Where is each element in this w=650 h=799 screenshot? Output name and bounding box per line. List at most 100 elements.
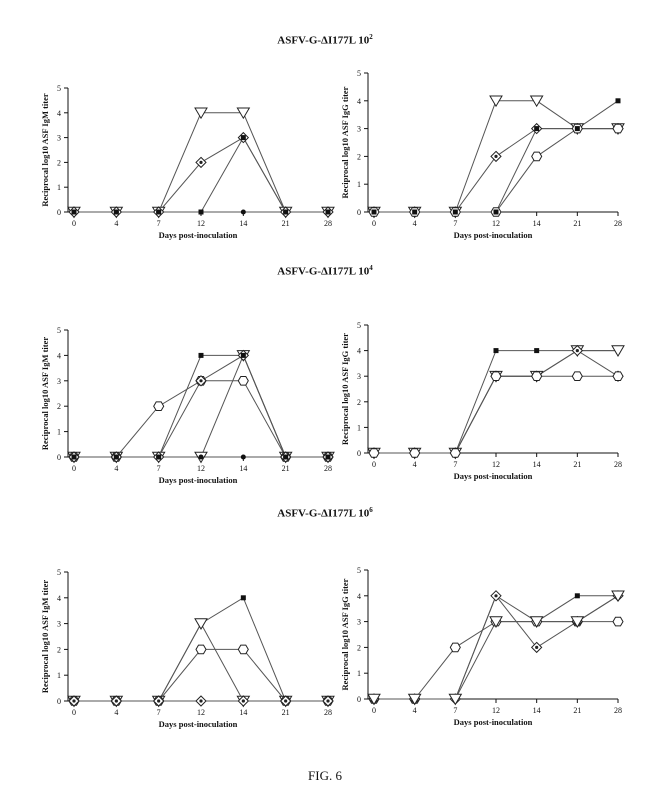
y-tick-label: 5: [57, 568, 61, 577]
data-point-diamond-center: [575, 349, 579, 353]
series-line-hexagon: [374, 621, 618, 700]
y-tick-label: 5: [357, 69, 361, 78]
group-title-2-text: ASFV-G-ΔI177L 10: [277, 265, 370, 278]
y-tick-label: 4: [57, 351, 61, 360]
data-point-square: [198, 352, 204, 358]
series-line-square: [74, 136, 328, 213]
data-point-square: [574, 126, 580, 132]
y-tick-label: 2: [357, 152, 361, 161]
data-point-diamond-center: [494, 594, 498, 598]
y-tick-label: 1: [357, 180, 361, 189]
y-tick-label: 3: [57, 620, 61, 629]
y-axis-label: Reciprocal log10 ASF IgM titer: [40, 337, 50, 451]
x-tick-label: 7: [453, 219, 457, 228]
y-tick-label: 0: [57, 208, 61, 217]
x-axis-label: Days post-inoculation: [454, 230, 533, 240]
x-axis-label: Days post-inoculation: [159, 719, 238, 729]
x-tick-label: 21: [282, 219, 290, 228]
x-tick-label: 14: [533, 219, 541, 228]
data-point-square: [240, 595, 246, 601]
data-point-square: [452, 209, 458, 215]
y-tick-label: 1: [357, 423, 361, 432]
data-point-circle: [240, 209, 246, 215]
data-point-hexagon: [409, 448, 421, 458]
y-tick-label: 2: [357, 398, 361, 407]
x-tick-label: 21: [282, 708, 290, 717]
x-tick-label: 14: [239, 708, 247, 717]
x-tick-label: 28: [324, 464, 332, 473]
series-line-diamond: [374, 350, 619, 454]
y-tick-label: 5: [57, 84, 61, 93]
data-point-square: [574, 593, 580, 599]
x-tick-label: 28: [324, 219, 332, 228]
data-point-circle: [325, 454, 331, 460]
data-point-triangle: [611, 345, 625, 357]
y-tick-label: 3: [357, 372, 361, 381]
data-point-hexagon: [612, 371, 624, 381]
series-line-square: [374, 595, 618, 700]
data-point-diamond-center: [494, 154, 498, 158]
series-line-square: [374, 350, 618, 454]
x-axis-label: Days post-inoculation: [454, 471, 533, 481]
y-tick-label: 5: [357, 321, 361, 330]
data-point-triangle: [489, 616, 503, 628]
y-tick-label: 4: [357, 97, 361, 106]
x-tick-label: 7: [157, 708, 161, 717]
data-point-diamond-center: [241, 699, 245, 703]
x-axis-label: Days post-inoculation: [159, 230, 238, 240]
x-tick-label: 12: [197, 708, 205, 717]
data-point-triangle: [407, 693, 422, 706]
data-point-hexagon: [237, 376, 249, 386]
figure-label: FIG. 6: [308, 768, 342, 783]
x-tick-label: 28: [614, 219, 622, 228]
x-tick-label: 7: [157, 464, 161, 473]
data-point-triangle: [489, 95, 503, 108]
series-line-square: [74, 354, 328, 458]
y-tick-label: 0: [357, 208, 361, 217]
data-point-hexagon: [612, 123, 624, 134]
data-point-diamond-center: [326, 699, 330, 703]
x-tick-label: 0: [72, 708, 76, 717]
data-point-triangle: [570, 616, 585, 628]
data-point-square: [240, 352, 246, 358]
data-point-circle: [325, 209, 331, 215]
data-point-diamond-center: [199, 379, 203, 383]
y-axis-label: Reciprocal log10 ASF IgG titer: [340, 578, 350, 690]
data-point-circle: [71, 209, 77, 215]
group-title-1-exponent: 2: [369, 33, 373, 41]
y-tick-label: 3: [357, 125, 361, 134]
group-title-3-text: ASFV-G-ΔI177L 10: [277, 507, 370, 520]
series-line-triangle: [374, 595, 619, 700]
data-point-square: [534, 126, 540, 132]
y-tick-label: 2: [57, 402, 61, 411]
data-point-square: [371, 209, 377, 215]
group-title-3-exponent: 6: [369, 506, 373, 514]
data-point-diamond-center: [114, 699, 118, 703]
x-axis-label: Days post-inoculation: [454, 717, 533, 727]
series-line-diamond: [74, 136, 328, 213]
y-tick-label: 3: [57, 377, 61, 386]
data-point-triangle: [448, 693, 463, 706]
series-line-hexagon: [74, 648, 328, 702]
y-tick-label: 1: [57, 428, 61, 437]
x-tick-label: 12: [492, 706, 500, 715]
data-point-hexagon: [449, 448, 461, 458]
data-point-square: [493, 209, 499, 215]
x-tick-label: 21: [282, 464, 290, 473]
x-tick-label: 7: [453, 460, 457, 469]
y-tick-label: 4: [357, 592, 361, 601]
y-tick-label: 4: [357, 347, 361, 356]
x-axis-label: Days post-inoculation: [159, 475, 238, 485]
data-point-hexagon: [571, 371, 583, 381]
data-point-hexagon: [153, 401, 165, 411]
x-tick-label: 12: [197, 219, 205, 228]
x-tick-label: 21: [573, 460, 581, 469]
data-point-square: [615, 98, 621, 104]
data-point-triangle: [529, 95, 544, 108]
data-point-diamond-center: [199, 160, 203, 164]
data-point-triangle: [611, 590, 625, 603]
x-tick-label: 12: [197, 464, 205, 473]
